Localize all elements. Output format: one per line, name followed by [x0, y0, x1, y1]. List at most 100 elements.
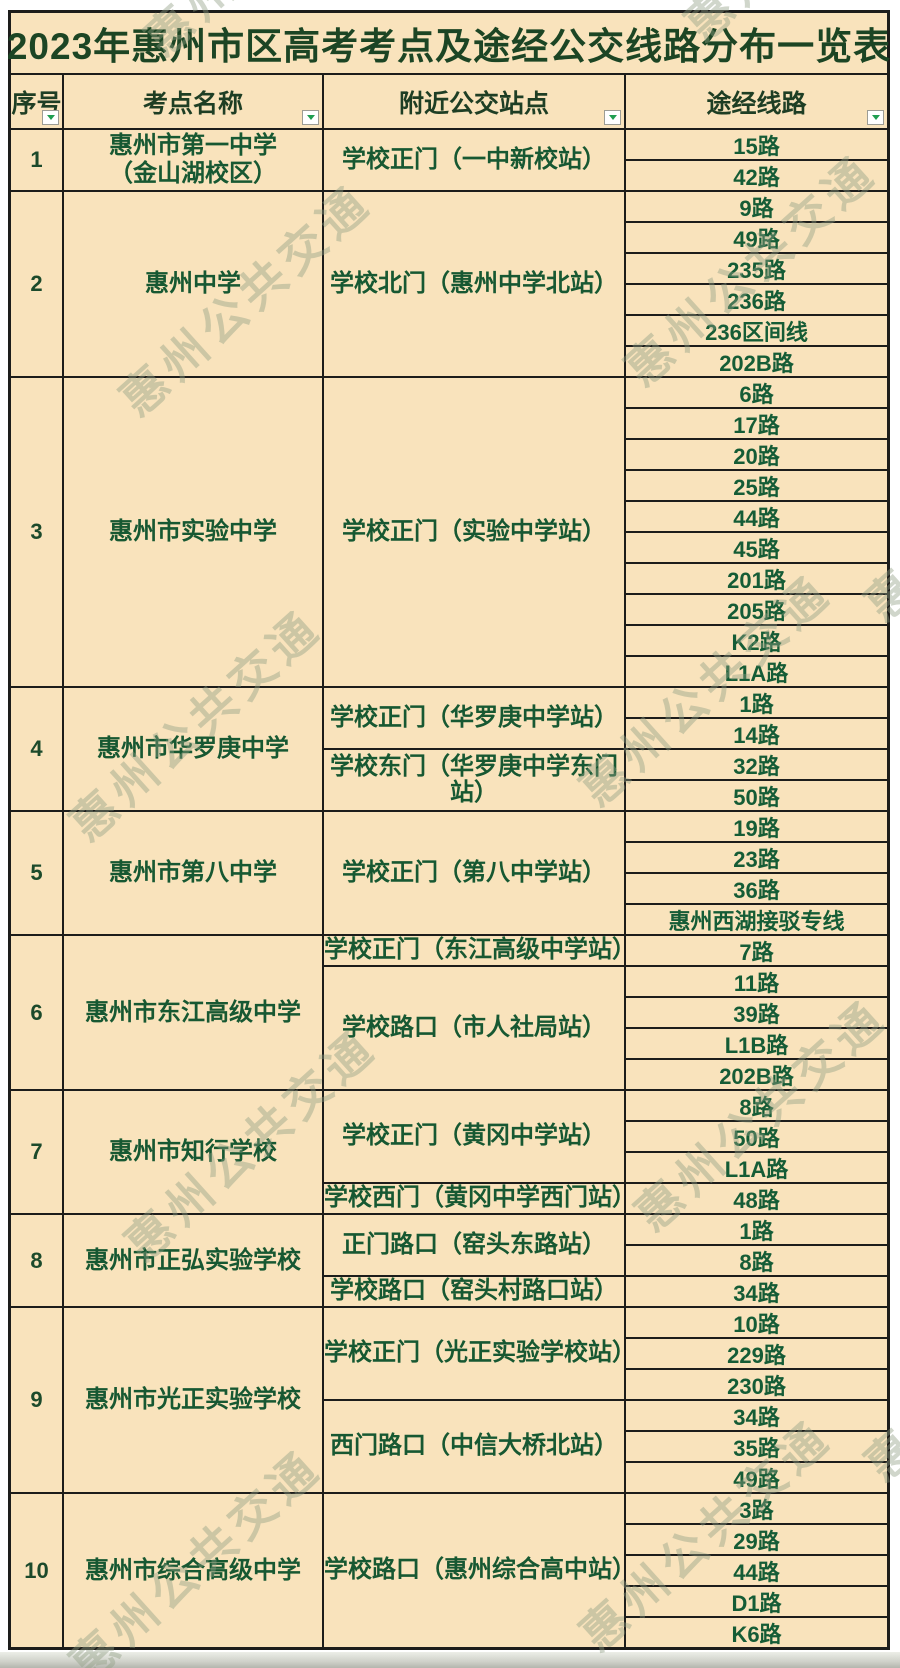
route-cell: 44路: [626, 1556, 887, 1585]
school-name-line: 惠州市光正实验学校: [85, 1386, 301, 1414]
route-cell: 202B路: [626, 347, 887, 376]
route-cell: L1A路: [626, 1153, 887, 1182]
row-number: 6: [11, 936, 62, 1089]
route-cell: 14路: [626, 719, 887, 748]
route-cell: 230路: [626, 1370, 887, 1399]
table-row: 8 惠州市正弘实验学校 正门路口（窑头东路站） 1路 8路 学校路口（窑头村路口…: [11, 1215, 887, 1306]
route-cell: 49路: [626, 1463, 887, 1492]
route-cell: 惠州西湖接驳专线: [626, 905, 887, 934]
school-name: 惠州市正弘实验学校: [64, 1215, 322, 1306]
table-body: 1 惠州市第一中学 （金山湖校区） 学校正门（一中新校站） 15路 42路 2 …: [11, 130, 887, 1647]
row-number: 3: [11, 378, 62, 686]
column-header-school: 考点名称: [64, 75, 322, 128]
filter-dropdown-icon[interactable]: [302, 110, 319, 125]
table-row: 5 惠州市第八中学 学校正门（第八中学站） 19路 23路 36路 惠州西湖接驳…: [11, 812, 887, 934]
route-cell: 236区间线: [626, 316, 887, 345]
column-header-school-label: 考点名称: [142, 89, 243, 118]
school-name-line: 惠州中学: [145, 270, 241, 298]
school-name-line: 惠州市第一中学: [109, 132, 277, 160]
route-cell: 44路: [626, 502, 887, 531]
row-number: 9: [11, 1308, 62, 1492]
stop-name: 学校正门（实验中学站）: [324, 378, 624, 686]
route-cell: 48路: [626, 1184, 887, 1213]
route-cell: 35路: [626, 1432, 887, 1461]
column-header-stop: 附近公交站点: [324, 75, 624, 128]
route-cell: 17路: [626, 409, 887, 438]
stop-name: 学校东门（华罗庚中学东门站）: [324, 750, 624, 810]
route-cell: 1路: [626, 688, 887, 717]
school-name: 惠州市第八中学: [64, 812, 322, 934]
stop-name: 学校正门（第八中学站）: [324, 812, 624, 934]
column-header-row: 序号 考点名称 附近公交站点 途经线路: [11, 75, 887, 128]
school-name-line: 惠州市实验中学: [109, 518, 277, 546]
route-cell: 23路: [626, 843, 887, 872]
route-cell: L1B路: [626, 1029, 887, 1058]
school-name-line: 惠州市第八中学: [109, 859, 277, 887]
row-number: 2: [11, 192, 62, 376]
table-row: 1 惠州市第一中学 （金山湖校区） 学校正门（一中新校站） 15路 42路: [11, 130, 887, 190]
school-name: 惠州市综合高级中学: [64, 1494, 322, 1647]
stop-name: 学校北门（惠州中学北站）: [324, 192, 624, 376]
route-cell: 1路: [626, 1215, 887, 1244]
route-cell: 8路: [626, 1091, 887, 1120]
route-cell: 45路: [626, 533, 887, 562]
school-name: 惠州市光正实验学校: [64, 1308, 322, 1492]
route-cell: 34路: [626, 1277, 887, 1306]
filter-dropdown-icon[interactable]: [42, 110, 59, 125]
table-row: 4 惠州市华罗庚中学 学校正门（华罗庚中学站） 1路 14路 学校东门（华罗庚中…: [11, 688, 887, 810]
table-row: 2 惠州中学 学校北门（惠州中学北站） 9路 49路 235路 236路 236…: [11, 192, 887, 376]
filter-dropdown-icon[interactable]: [867, 110, 884, 125]
school-name: 惠州市实验中学: [64, 378, 322, 686]
column-header-no: 序号: [11, 75, 62, 128]
filter-dropdown-icon[interactable]: [604, 110, 621, 125]
route-cell: 19路: [626, 812, 887, 841]
route-cell: 205路: [626, 595, 887, 624]
route-cell: 8路: [626, 1246, 887, 1275]
row-number: 7: [11, 1091, 62, 1213]
route-cell: K6路: [626, 1618, 887, 1647]
route-cell: 39路: [626, 998, 887, 1027]
route-cell: 49路: [626, 223, 887, 252]
route-cell: 20路: [626, 440, 887, 469]
school-name-line: 惠州市华罗庚中学: [97, 735, 289, 763]
stop-name: 学校西门（黄冈中学西门站）: [324, 1184, 636, 1213]
photo-edge-shadow: [0, 1652, 900, 1668]
stop-name: 学校正门（华罗庚中学站）: [324, 688, 624, 748]
route-cell: 50路: [626, 781, 887, 810]
route-cell: 201路: [626, 564, 887, 593]
route-cell: 34路: [626, 1401, 887, 1430]
stop-name: 学校正门（一中新校站）: [324, 130, 624, 190]
route-cell: D1路: [626, 1587, 887, 1616]
route-cell: 29路: [626, 1525, 887, 1554]
stop-name: 学校路口（窑头村路口站）: [324, 1277, 624, 1306]
route-cell: 36路: [626, 874, 887, 903]
row-number: 8: [11, 1215, 62, 1306]
table-title-bar: 2023年惠州市区高考考点及途经公交线路分布一览表: [7, 13, 890, 73]
row-number: 1: [11, 130, 62, 190]
table-row: 10 惠州市综合高级中学 学校路口（惠州综合高中站） 3路 29路 44路 D1…: [11, 1494, 887, 1647]
school-name-line: 惠州市正弘实验学校: [85, 1246, 301, 1274]
row-number: 5: [11, 812, 62, 934]
route-cell: K2路: [626, 626, 887, 655]
stop-name: 学校正门（黄冈中学站）: [324, 1091, 624, 1182]
route-cell: 32路: [626, 750, 887, 779]
route-cell: 236路: [626, 285, 887, 314]
stop-name: 学校正门（东江高级中学站）: [324, 936, 636, 965]
route-cell: 50路: [626, 1122, 887, 1151]
school-name: 惠州市华罗庚中学: [64, 688, 322, 810]
route-cell: 10路: [626, 1308, 887, 1337]
page-title: 2023年惠州市区高考考点及途经公交线路分布一览表: [6, 26, 892, 67]
route-cell: L1A路: [626, 657, 887, 686]
route-cell: 42路: [626, 161, 887, 190]
route-cell: 229路: [626, 1339, 887, 1368]
table-row: 7 惠州市知行学校 学校正门（黄冈中学站） 8路 50路 L1A路 学校西门（黄…: [11, 1091, 887, 1213]
route-cell: 202B路: [626, 1060, 887, 1089]
school-name: 惠州市第一中学 （金山湖校区）: [64, 130, 322, 190]
route-cell: 9路: [626, 192, 887, 221]
school-name: 惠州市东江高级中学: [64, 936, 322, 1089]
row-number: 10: [11, 1494, 62, 1647]
stop-name: 学校路口（惠州综合高中站）: [324, 1494, 636, 1647]
route-cell: 11路: [626, 967, 887, 996]
school-name-line: （金山湖校区）: [109, 160, 277, 187]
column-header-routes: 途经线路: [626, 75, 887, 128]
